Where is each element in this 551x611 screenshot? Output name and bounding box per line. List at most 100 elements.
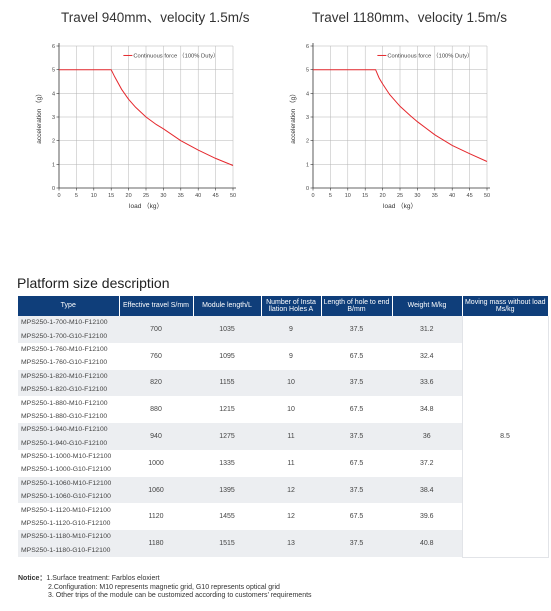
cell-type: MPS250-1-880-M10-F12100 [21,399,108,407]
table-row: MPS250-1-760-M10-F12100 760 1095 9 67.5 32.4 [18,343,548,360]
cell-travel: 1120 [148,513,164,521]
y-tick-label: 2 [306,139,309,145]
cell-module-length: 1095 [219,352,235,360]
cell-hole-end: 37.5 [321,316,392,343]
x-tick-label: 30 [414,193,420,199]
x-tick-label: 0 [311,193,314,199]
x-tick-label: 50 [484,193,490,199]
cell-holes: 11 [287,459,295,467]
y-tick-label: 5 [306,68,309,74]
table-row: MPS250-1-1060-M10-F12100 1060 1395 12 37.5 38… [18,476,548,504]
cell-type: MPS250-1-1060-M10-F12100 [18,476,119,491]
cell-weight: 32.4 [419,352,434,360]
x-tick-label: 40 [195,193,201,199]
cell-travel: 700 [119,316,193,343]
cell-type: MPS250-1-1060-G10-F12100 [18,490,119,504]
x-tick-label: 5 [75,193,78,199]
x-tick-label: 40 [449,193,455,199]
cell-module-length: 1455 [219,513,235,521]
table-row: MPS250-1-1180-G10-F12100 [18,543,548,558]
notice-item-2: 2.Configuration: M10 represents magnetic… [48,583,280,591]
cell-moving-mass: 8.5 [461,316,549,558]
col-header-module-length: Module length/L [193,296,262,316]
y-tick-label: 0 [306,186,309,192]
cell-type: MPS250-1-1000-M10-F12100 [21,453,112,461]
cell-weight: 33.6 [392,369,462,397]
y-tick-label: 5 [52,68,55,74]
cell-travel: 1180 [119,530,193,558]
y-axis-label: acceleration （g） [35,90,43,143]
cell-hole-end: 37.5 [321,423,392,450]
cell-weight: 39.6 [419,513,434,521]
legend-label: Continuous force （100% Duty） [133,52,218,59]
table-row: MPS250-1-880-G10-F12100 [18,410,548,423]
cell-holes: 9 [261,316,321,343]
x-tick-label: 20 [126,193,132,199]
notice: Notice：1.Surface treatment: Farblos elox… [18,575,312,601]
col-header-moving-mass: Moving mass without load Ms/kg [462,296,548,316]
platform-size-table: Type Effective travel S/mm Module length… [18,296,549,558]
x-tick-label: 15 [108,193,114,199]
cell-holes: 13 [261,530,321,558]
cell-weight: 38.4 [392,476,462,504]
cell-hole-end: 37.5 [321,530,392,558]
chart-2-title: Travel 1180mm、velocity 1.5m/s [312,10,508,25]
cell-type: MPS250-1-700-M10-F12100 [18,316,119,330]
col-header-hole-end: Length of hole to end B/mm [321,296,393,316]
table-row: MPS250-1-940-M10-F12100 940 1275 11 37.5 36 [18,423,548,450]
x-tick-label: 15 [362,193,368,199]
table-row: MPS250-1-820-G10-F12100 [18,382,548,397]
series-line-continuous-force [59,69,234,166]
cell-module-length: 1275 [193,423,261,450]
cell-holes: 12 [287,513,295,521]
cell-type: MPS250-1-1120-G10-F12100 [21,520,111,528]
table-row: MPS250-1-1180-M10-F12100 1180 1515 13 37.5 40… [18,530,548,558]
table-row: MPS250-1-880-M10-F12100 880 1215 10 67.5 34.8 [18,396,548,414]
x-axis-label: load （kg） [383,202,417,210]
cell-hole-end: 67.5 [349,513,364,521]
col-header-weight: Weight M/kg [392,296,463,316]
cell-type: MPS250-1-760-G10-F12100 [21,359,108,367]
cell-type: MPS250-1-940-M10-F12100 [18,423,119,437]
col-header-travel: Effective travel S/mm [119,296,194,316]
cell-weight: 36 [392,423,462,450]
notice-label: Notice： [18,575,47,582]
y-tick-label: 1 [52,162,55,168]
x-tick-label: 25 [143,193,149,199]
x-tick-label: 10 [91,193,97,199]
cell-module-length: 1335 [219,459,235,467]
table-row: MPS250-1-820-M10-F12100 820 1155 10 37.5 33.6 [18,369,548,397]
table-row: MPS250-1-1000-G10-F12100 [18,463,548,476]
cell-weight: 40.8 [392,530,462,558]
x-tick-label: 45 [467,193,473,199]
cell-module-length: 1215 [219,406,235,414]
cell-holes: 12 [261,476,321,504]
y-tick-label: 6 [306,44,309,50]
x-tick-label: 35 [432,193,438,199]
table-row: MPS250-1-1120-M10-F12100 1120 1455 12 67.5 39… [18,503,548,521]
table-row: MPS250-1-760-G10-F12100 [18,356,548,369]
cell-travel: 1000 [148,459,164,467]
table-row: MPS250-1-1120-G10-F12100 [18,517,548,530]
series-line-continuous-force [313,69,488,162]
x-tick-label: 45 [213,193,219,199]
cell-travel: 760 [150,352,162,360]
cell-type: MPS250-1-1000-G10-F12100 [21,466,111,474]
table-row: MPS250-1-940-G10-F12100 [18,436,548,450]
chart-1-title: Travel 940mm、velocity 1.5m/s [61,10,250,25]
cell-weight: 37.2 [419,459,434,467]
cell-travel: 880 [150,406,162,414]
cell-type: MPS250-1-880-G10-F12100 [21,412,108,420]
y-tick-label: 0 [52,186,55,192]
cell-type: MPS250-1-820-M10-F12100 [18,369,119,383]
cell-type: MPS250-1-820-G10-F12100 [18,382,119,397]
x-axis-label: load （kg） [129,202,163,210]
cell-holes: 10 [261,369,321,397]
x-tick-label: 50 [230,193,236,199]
cell-hole-end: 67.5 [349,459,364,467]
cell-type: MPS250-1-1180-G10-F12100 [18,543,119,558]
cell-hole-end: 67.5 [349,406,364,414]
y-tick-label: 3 [306,115,309,121]
cell-travel: 1060 [119,476,193,504]
